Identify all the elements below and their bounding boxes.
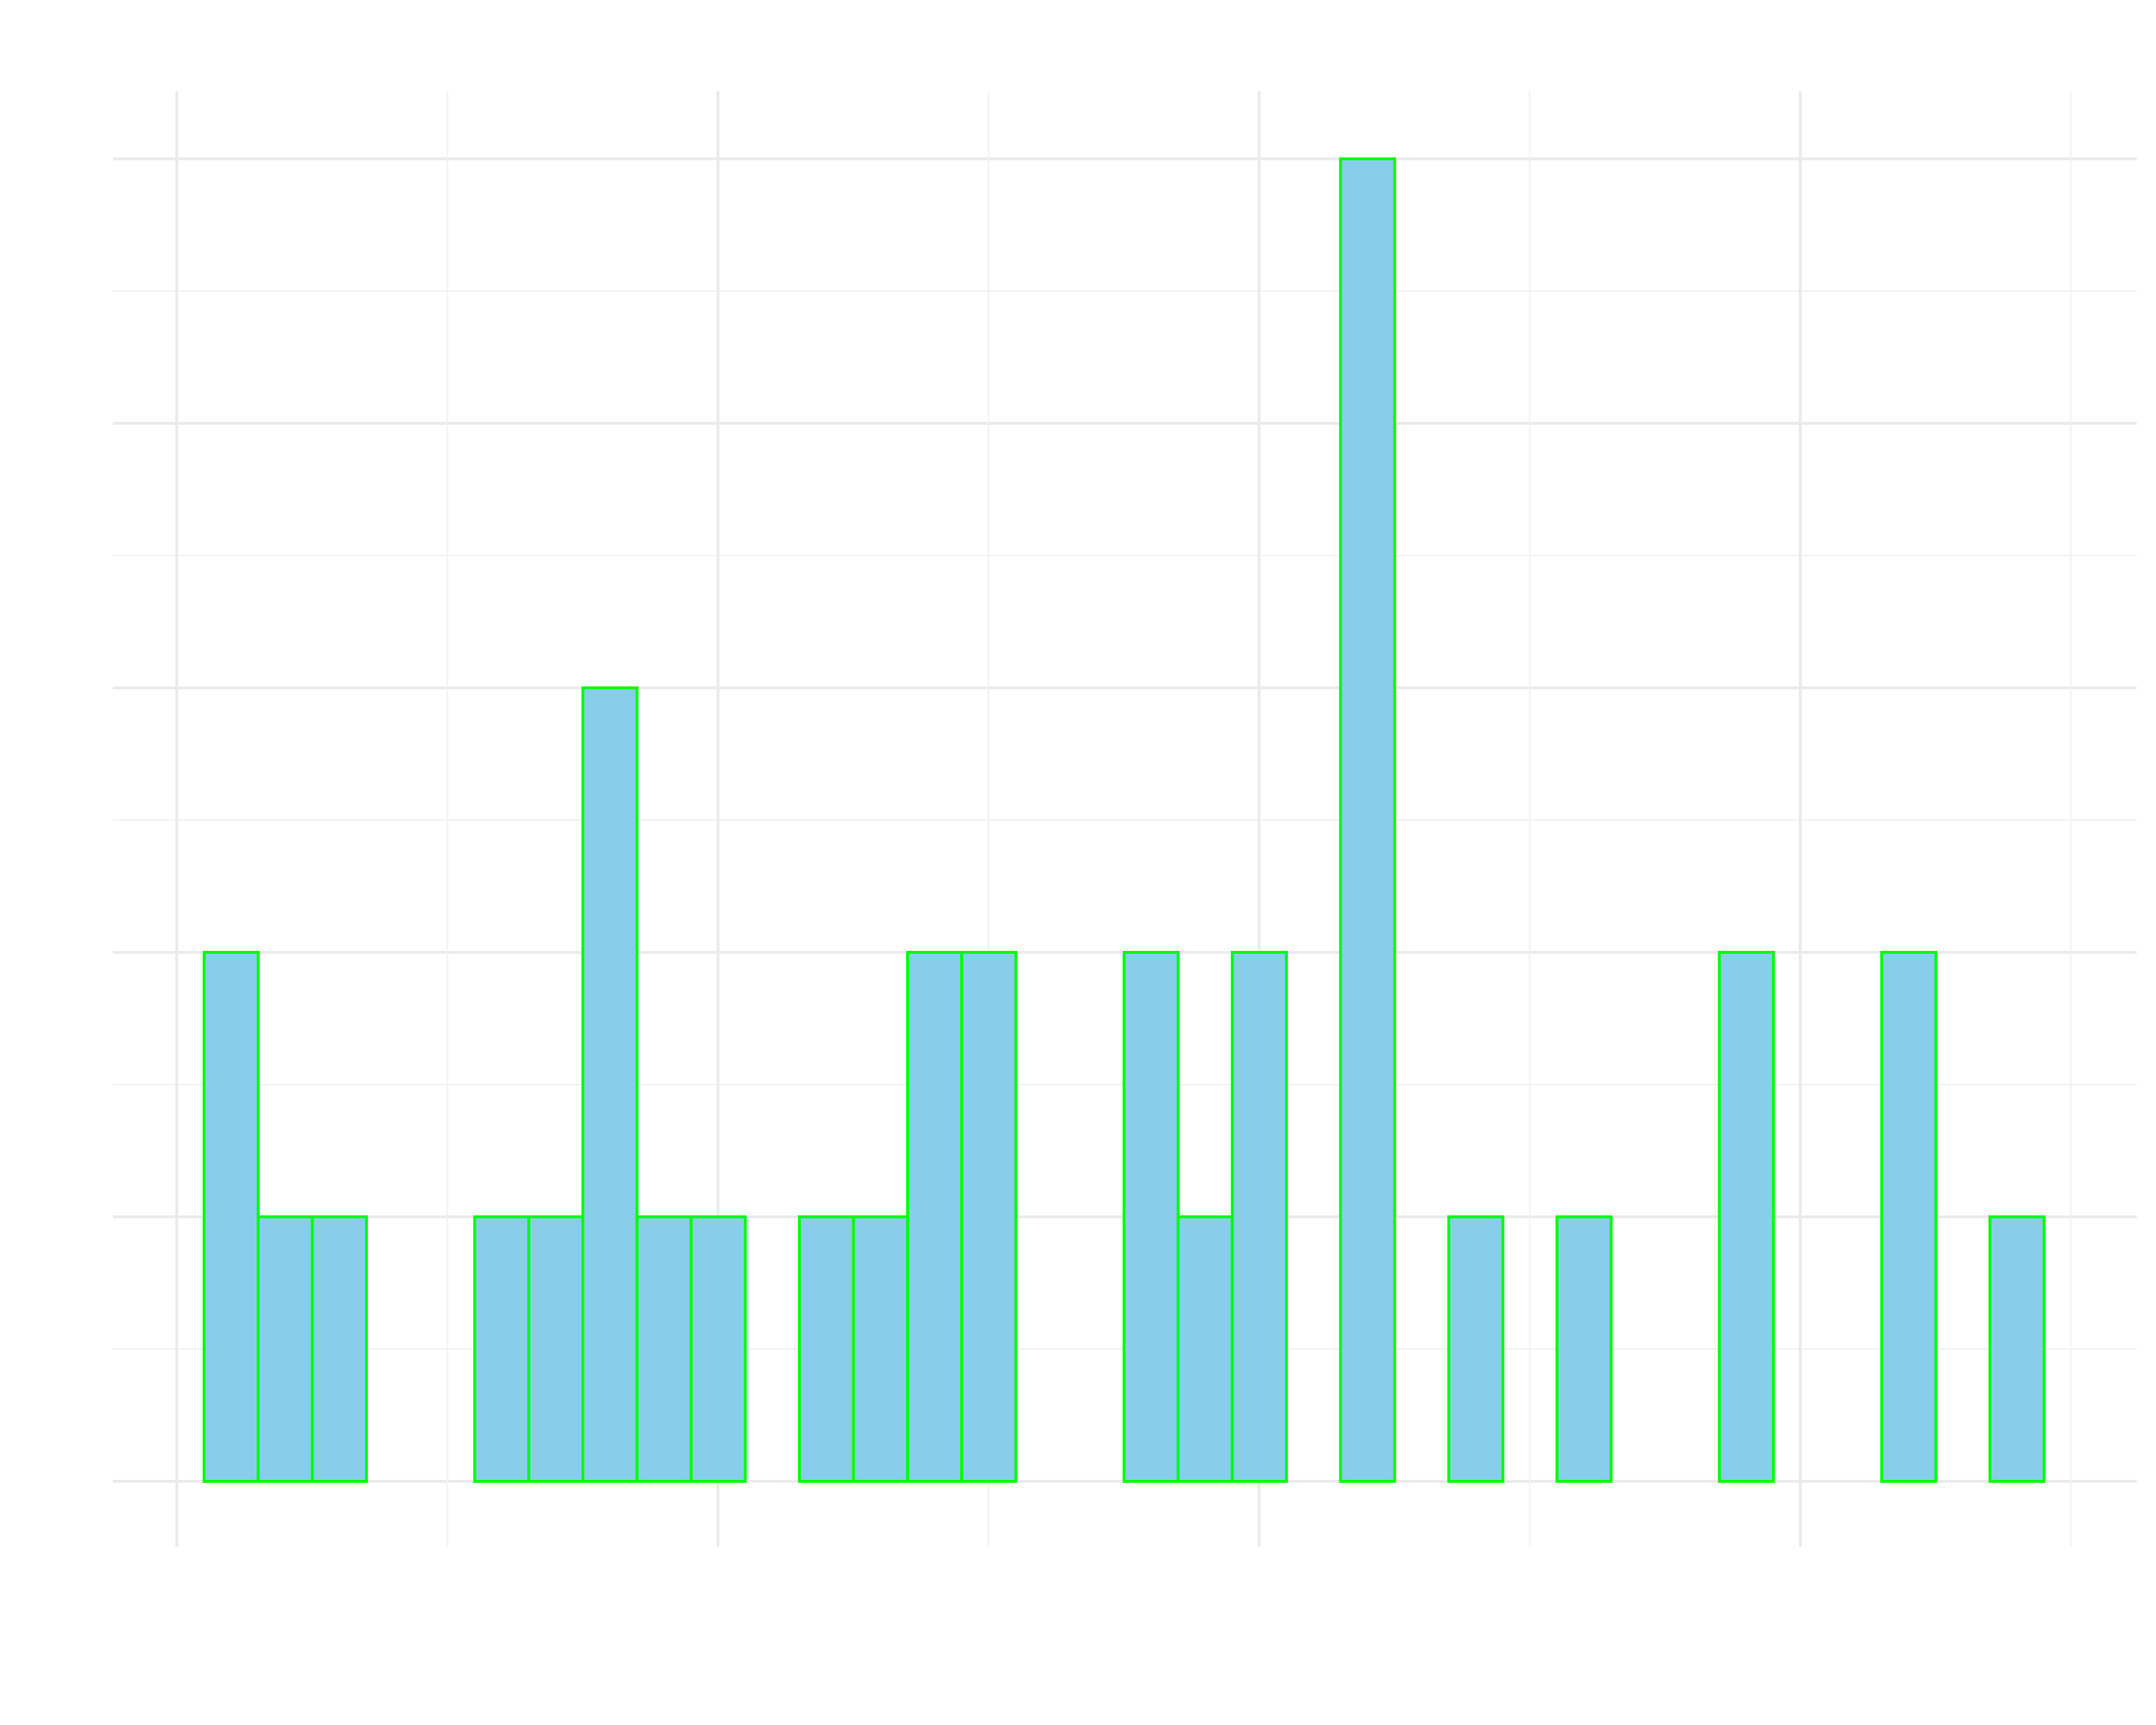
bars-layer <box>203 157 2046 1483</box>
histogram-bar <box>1339 157 1396 1483</box>
histogram-bar <box>473 1215 530 1483</box>
histogram-bar <box>1447 1215 1505 1483</box>
histogram-bar <box>1123 951 1180 1483</box>
histogram-bar <box>1718 951 1775 1483</box>
histogram-bar <box>1988 1215 2046 1483</box>
histogram-bar <box>798 1215 855 1483</box>
histogram-bar <box>581 686 639 1483</box>
histogram-bar <box>1555 1215 1613 1483</box>
histogram-bar <box>257 1215 314 1483</box>
histogram-bar <box>906 951 964 1483</box>
histogram-bar <box>852 1215 909 1483</box>
histogram-bar <box>689 1215 747 1483</box>
histogram-bar <box>527 1215 585 1483</box>
histogram-bar <box>1176 1215 1234 1483</box>
histogram-bar <box>203 951 260 1483</box>
histogram-bar <box>310 1215 368 1483</box>
histogram-bar <box>1230 951 1288 1483</box>
histogram-bar <box>1880 951 1938 1483</box>
histogram-bar <box>635 1215 693 1483</box>
histogram-bar <box>960 951 1018 1483</box>
